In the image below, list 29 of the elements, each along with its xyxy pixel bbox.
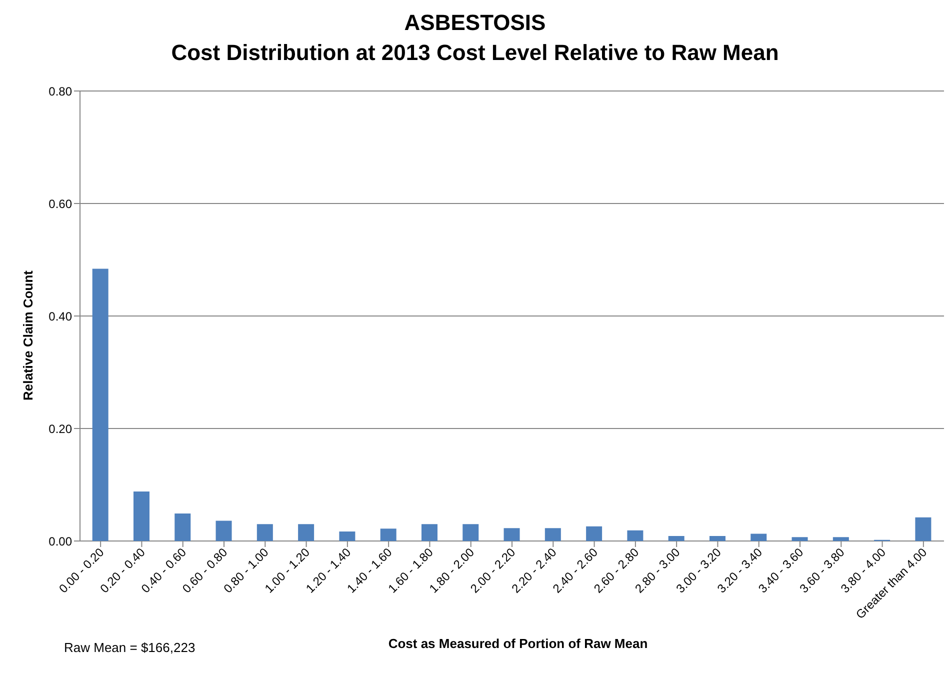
bar bbox=[174, 513, 191, 541]
bar bbox=[668, 536, 684, 541]
bar bbox=[380, 528, 396, 541]
y-tick-label: 0.80 bbox=[48, 84, 72, 98]
bar bbox=[915, 517, 932, 541]
bar bbox=[504, 528, 520, 541]
x-axis-title: Cost as Measured of Portion of Raw Mean bbox=[387, 636, 649, 651]
bar bbox=[133, 492, 150, 541]
y-tick-label: 0.60 bbox=[48, 196, 72, 211]
bar bbox=[92, 268, 108, 541]
bar bbox=[586, 526, 602, 541]
bar bbox=[216, 520, 232, 541]
bar bbox=[298, 524, 314, 541]
bar bbox=[627, 530, 644, 541]
bar bbox=[832, 537, 849, 541]
y-axis-title: Relative Claim Count bbox=[20, 269, 36, 403]
bar bbox=[750, 534, 767, 541]
chart-title: ASBESTOSIS Cost Distribution at 2013 Cost Level Relative to Raw Mean bbox=[170, 9, 780, 67]
bar bbox=[339, 531, 356, 541]
y-tick-label: 0.00 bbox=[48, 534, 72, 548]
bar bbox=[462, 524, 479, 541]
bar bbox=[421, 524, 438, 541]
bar bbox=[792, 537, 808, 541]
bar bbox=[709, 536, 726, 541]
bar bbox=[544, 528, 561, 541]
bar bbox=[256, 524, 273, 541]
y-tick-label: 0.20 bbox=[48, 422, 72, 436]
y-tick-label: 0.40 bbox=[48, 309, 72, 324]
text: Raw Mean = $166,223 bbox=[64, 640, 196, 655]
